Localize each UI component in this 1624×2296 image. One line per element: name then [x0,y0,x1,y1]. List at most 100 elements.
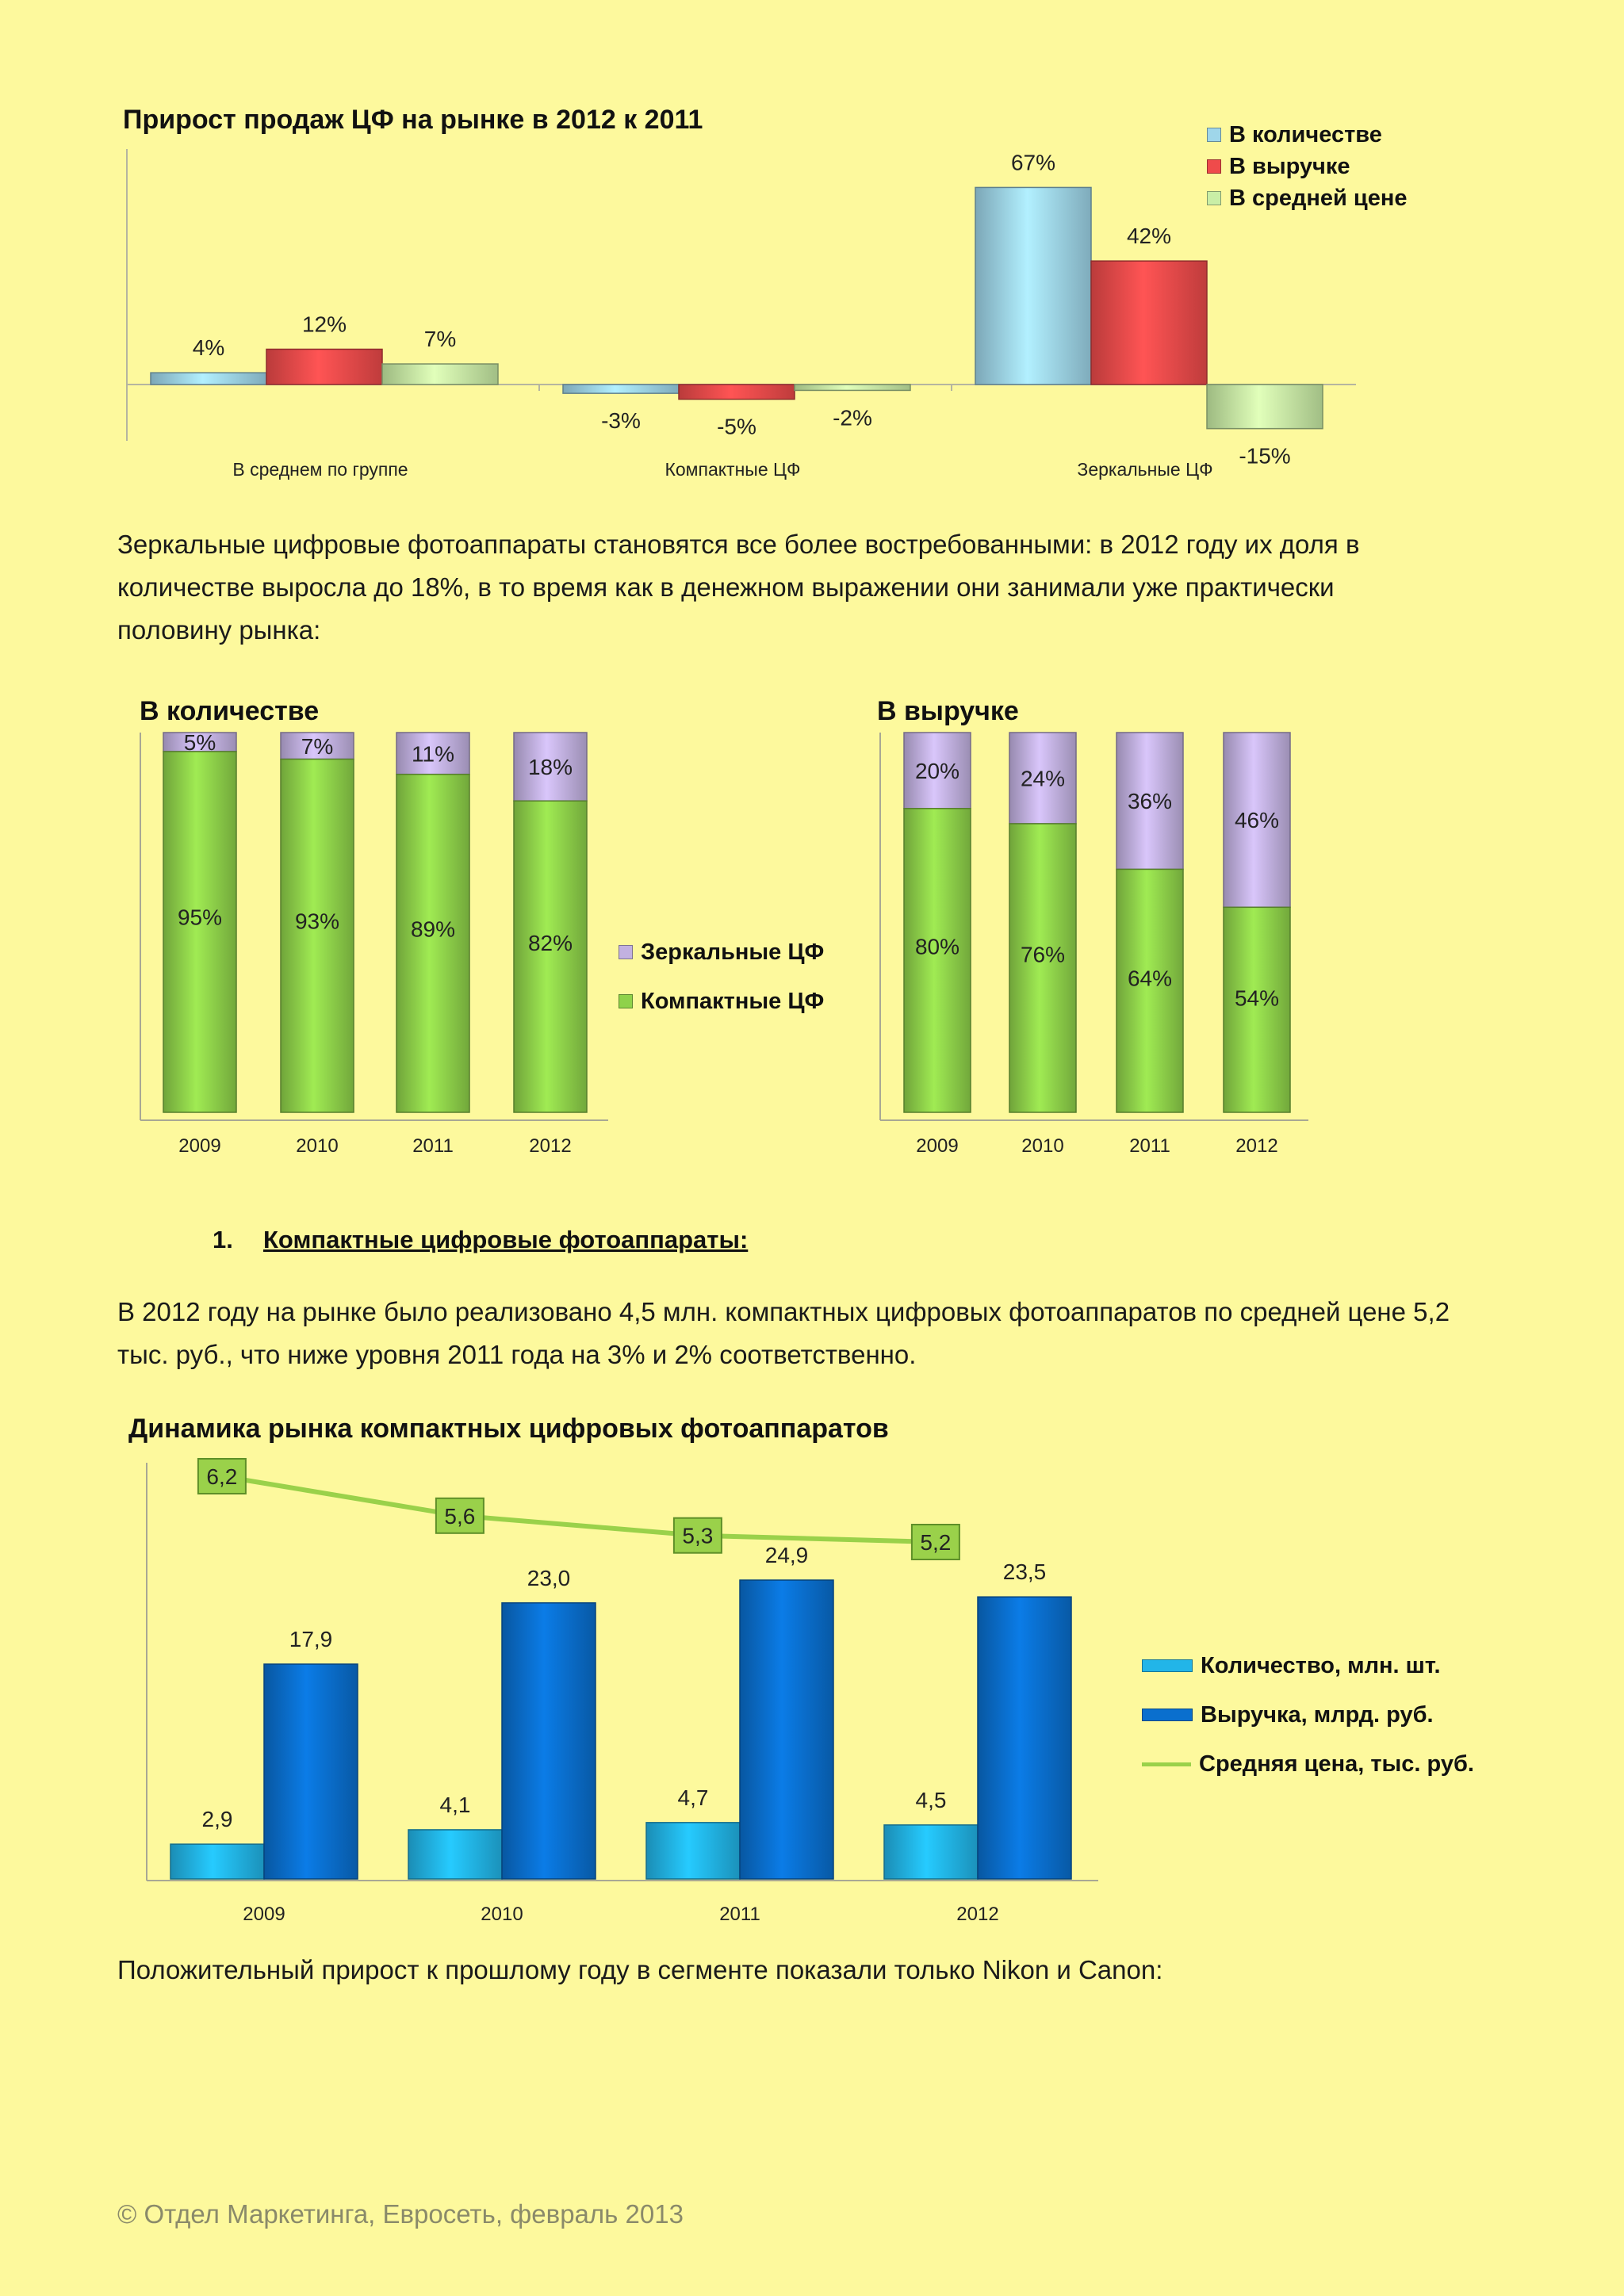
data-label: 7% [301,734,333,759]
price-marker [910,1524,960,1560]
bar-compact [903,808,971,1113]
legend-item-rev: В выручке [1207,151,1408,182]
footer-copyright: © Отдел Маркетинга, Евросеть, февраль 20… [117,2199,684,2229]
category-label: 2012 [529,1135,571,1157]
legend-label-compact: Компактные ЦФ [641,988,825,1014]
dynamics-chart-title: Динамика рынка компактных цифровых фотоа… [128,1414,889,1444]
data-label: 4,1 [440,1793,471,1817]
price-label: 5,6 [444,1504,475,1529]
legend-label-avg: В средней цене [1229,185,1408,211]
legend-item-mirror: Зеркальные ЦФ [619,928,824,977]
data-label: 64% [1128,966,1172,991]
data-label: 24,9 [765,1543,809,1567]
legend-item-price: Средняя цена, тыс. руб. [1142,1739,1474,1789]
data-label: 20% [915,759,959,783]
bar-avg [1206,384,1323,430]
share-legend: Зеркальные ЦФ Компактные ЦФ [619,928,824,1026]
legend-label-qty: В количестве [1229,121,1382,147]
bar-compact [1009,823,1077,1113]
bar-revenue [977,1596,1072,1880]
bar-quantity [170,1843,265,1880]
data-label: -3% [601,408,641,433]
share-qty-title: В количестве [140,696,320,726]
bar-revenue [263,1663,358,1880]
legend-label-price: Средняя цена, тыс. руб. [1199,1751,1474,1777]
category-label: В среднем по группе [232,459,408,480]
bar-revenue [501,1602,596,1880]
bar-compact [280,758,354,1113]
price-line [221,1474,936,1544]
paragraph-line: половину рынка: [117,615,321,645]
legend-item-compact: Компактные ЦФ [619,977,824,1026]
price-label: 5,3 [682,1524,713,1548]
legend-swatch-mirror [619,945,633,959]
legend-item-qty: В количестве [1207,119,1408,151]
bar-rev [678,384,795,400]
bar-revenue [739,1579,834,1880]
data-label: 67% [1011,150,1055,174]
legend-item-quantity: Количество, млн. шт. [1142,1641,1474,1690]
paragraph-mirror-share: Зеркальные цифровые фотоаппараты становя… [117,523,1529,652]
paragraph-nikon-canon: Положительный прирост к прошлому году в … [117,1949,1529,1992]
bar-avg [794,384,911,392]
bar-mirror [1223,732,1291,909]
legend-swatch-qty [1207,128,1221,142]
legend-swatch-revenue [1142,1709,1193,1721]
section-number: 1. [213,1226,233,1253]
legend-swatch-quantity [1142,1659,1193,1672]
legend-swatch-avg [1207,191,1221,205]
paragraph-compact-sales: В 2012 году на рынке было реализовано 4,… [117,1291,1529,1376]
category-label: 2010 [1021,1135,1063,1157]
data-label: 93% [295,909,339,933]
data-label: 4,5 [916,1788,947,1812]
bar-mirror [513,732,588,802]
dynamics-legend: Количество, млн. шт. Выручка, млрд. руб.… [1142,1641,1474,1789]
legend-label-rev: В выручке [1229,153,1350,179]
data-label: 4,7 [678,1785,709,1810]
category-label: 2009 [916,1135,958,1157]
bar-compact [1223,906,1291,1113]
paragraph-line: В 2012 году на рынке было реализовано 4,… [117,1297,1450,1326]
category-label: 2011 [1129,1135,1170,1157]
growth-chart-title: Прирост продаж ЦФ на рынке в 2012 к 2011 [123,105,703,135]
paragraph-line: количестве выросла до 18%, в то время ка… [117,572,1335,602]
bar-rev [266,348,383,385]
data-label: 36% [1128,789,1172,813]
bar-qty [150,372,267,385]
bar-compact [1116,868,1184,1113]
category-label: 2012 [1235,1135,1277,1157]
legend-item-avg: В средней цене [1207,182,1408,214]
data-label: 11% [412,741,454,766]
data-label: 42% [1127,224,1171,248]
data-label: 7% [424,327,456,351]
legend-label-quantity: Количество, млн. шт. [1201,1652,1441,1678]
category-label: 2011 [719,1904,760,1925]
growth-legend: В количестве В выручке В средней цене [1207,119,1408,214]
legend-swatch-rev [1207,159,1221,174]
data-label: 12% [302,312,347,336]
section-heading: 1. Компактные цифровые фотоаппараты: [213,1226,748,1254]
data-label: 80% [915,935,959,959]
dynamics-chart: 2,9 17,9 2009 4,1 23,0 2010 4,7 24,9 2011 4,5 23,5… [146,1458,1098,1925]
bar-compact [163,751,237,1113]
price-label: 5,2 [920,1530,951,1555]
legend-label-revenue: Выручка, млрд. руб. [1201,1701,1434,1728]
category-label: 2012 [956,1904,998,1925]
paragraph-line: Положительный прирост к прошлому году в … [117,1955,1163,1984]
bar-compact [513,800,588,1113]
paragraph-line: Зеркальные цифровые фотоаппараты становя… [117,530,1360,559]
share-rev-title: В выручке [877,696,1019,726]
category-label: 2011 [412,1135,454,1157]
data-label: 2,9 [202,1807,233,1831]
section-title: Компактные цифровые фотоаппараты: [263,1226,749,1253]
legend-swatch-compact [619,994,633,1008]
bar-qty [562,384,680,394]
legend-item-revenue: Выручка, млрд. руб. [1142,1690,1474,1739]
price-marker [197,1458,247,1494]
category-label: 2010 [481,1904,523,1925]
data-label: 23,5 [1003,1559,1047,1584]
bar-quantity [408,1829,503,1880]
share-charts: 5% 95% 2009 7% 93% 2010 11% 89% 2011 18% 82% 2012 20… [140,730,1308,1157]
data-label: -5% [717,415,756,439]
category-label: 2009 [178,1135,220,1157]
